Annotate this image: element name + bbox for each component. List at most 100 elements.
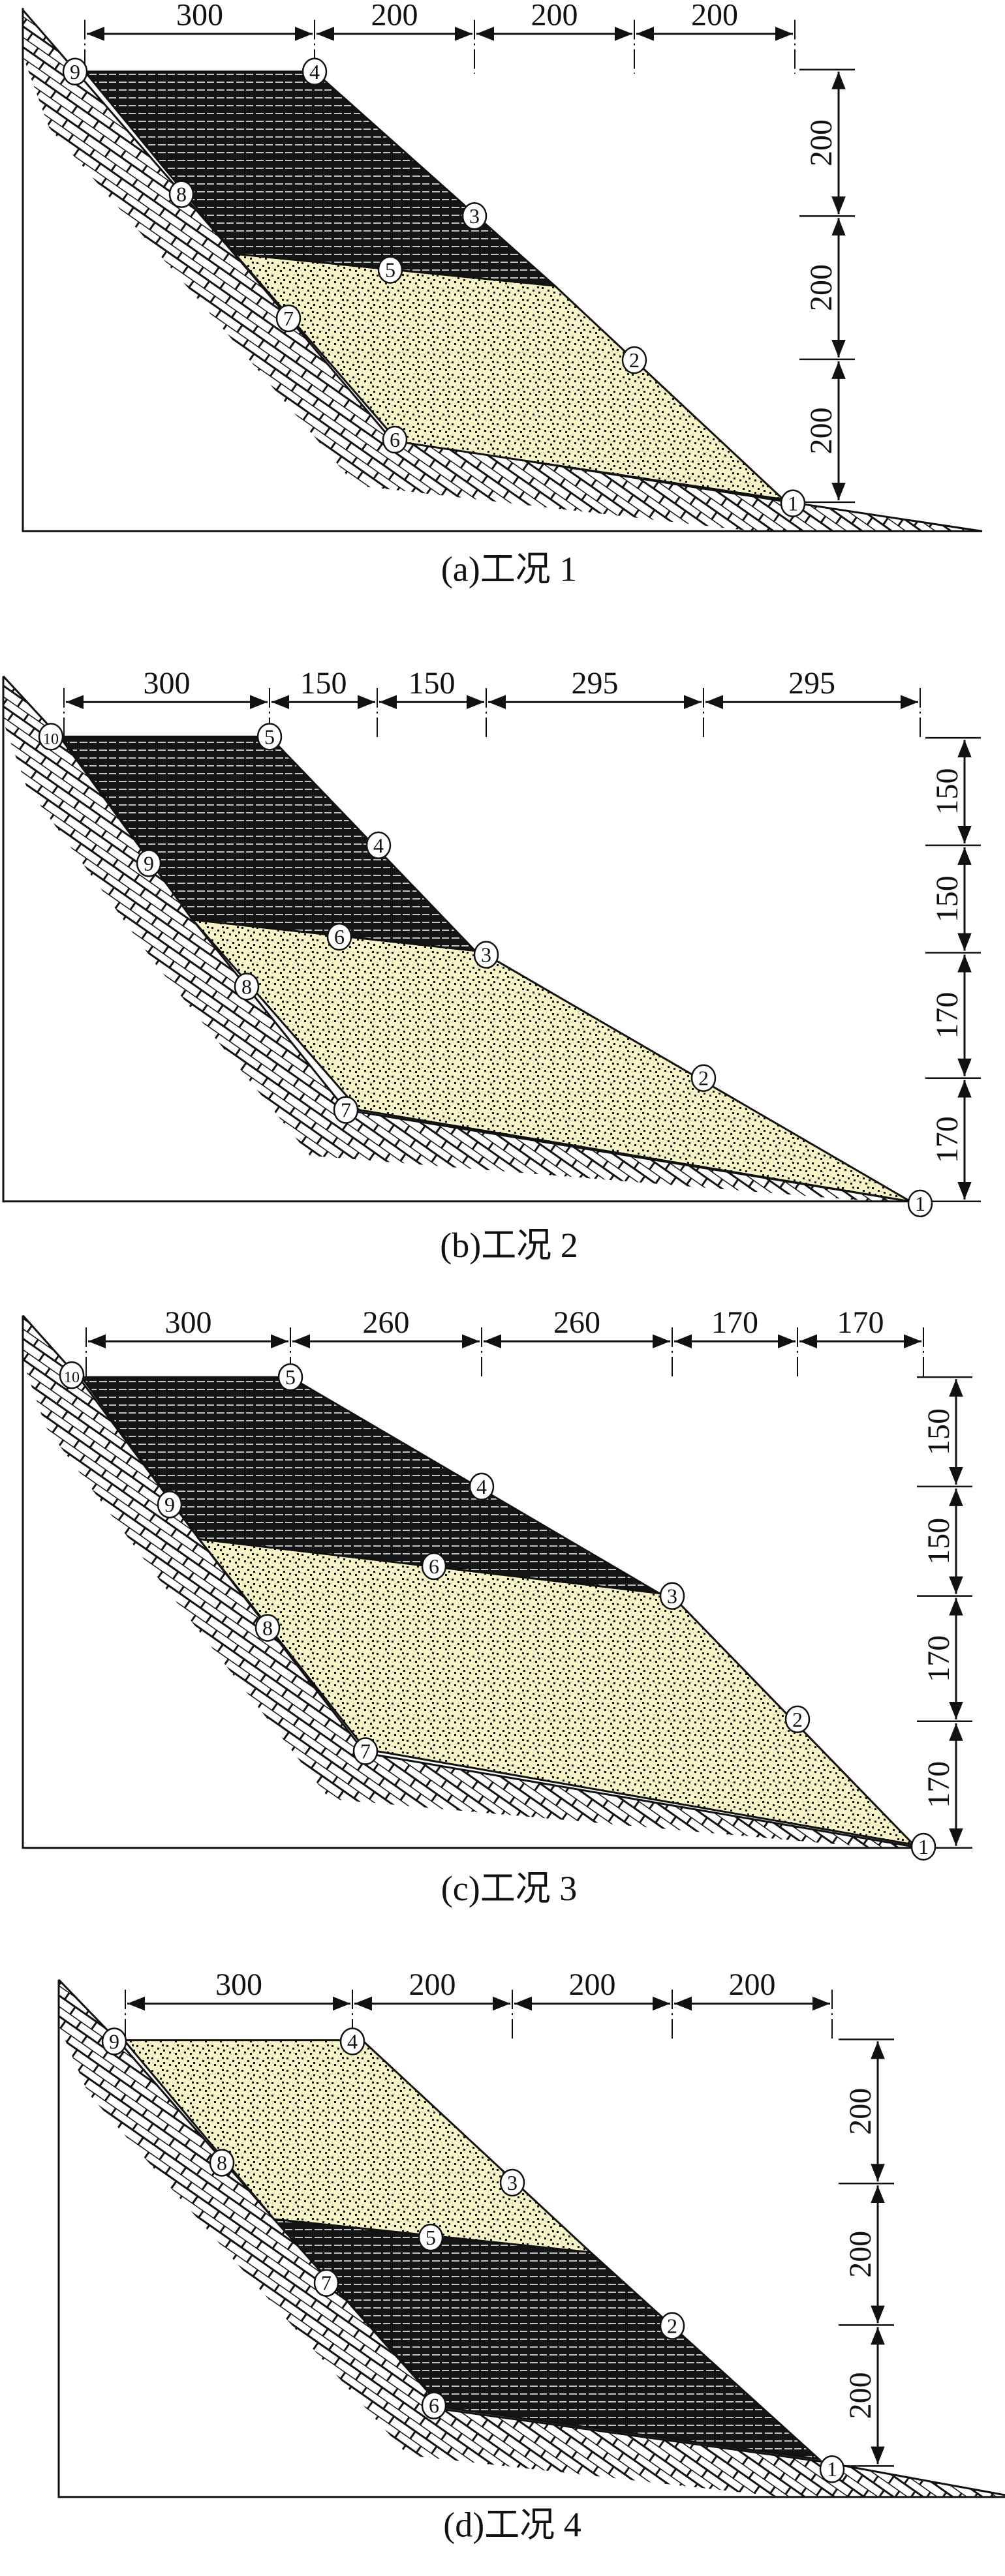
top-dimension-label: 260 [363,1305,410,1340]
node-marker [382,425,408,454]
node-marker [168,180,194,208]
node-marker [234,973,260,1001]
frame-axes [2,676,920,1203]
node-label: 1 [788,492,798,515]
right-dimension-label: 150 [921,1518,956,1565]
node-marker [339,2027,365,2055]
panel-c: 300 260 260 170 170 150 150 170 170 1 2 3 4 5 6 7 8 9 10 (c… [0,1292,1005,1918]
node-label: 2 [698,1067,709,1090]
top-dimension-label: 295 [788,666,835,701]
node-marker [461,202,487,230]
right-dimension-label: 200 [804,119,839,166]
node-label: 5 [264,725,275,748]
node-label: 8 [262,1616,273,1639]
node-marker [690,1064,717,1092]
node-marker [302,57,328,86]
frame-axes [22,1315,923,1849]
top-dimension-label: 200 [729,1967,776,2002]
top-dimension-label: 200 [569,1967,616,2002]
node-marker [101,2027,127,2055]
node-label: 6 [429,1554,439,1578]
node-marker [659,1582,685,1610]
node-marker [275,304,302,333]
top-dimension-label: 300 [176,0,223,32]
node-label: 4 [347,2029,358,2053]
right-dimension-label: 170 [921,1635,956,1682]
node-marker [38,723,64,751]
top-dimension-label: 200 [409,1967,456,2002]
top-dimension-label: 260 [553,1305,600,1340]
node-marker [59,1361,85,1389]
frame-axes [22,8,982,532]
node-label: 10 [64,1369,80,1386]
node-label: 6 [390,428,400,451]
node-label: 4 [476,1475,487,1498]
right-dimension-label: 170 [921,1761,956,1808]
node-label: 3 [507,2171,518,2194]
node-marker [910,1832,936,1861]
node-label: 1 [827,2457,837,2481]
right-dimension-label: 150 [921,1408,956,1455]
node-marker [365,831,392,860]
node-marker [473,941,499,969]
node-label: 4 [373,834,384,857]
node-label: 4 [309,60,320,83]
node-label: 6 [429,2394,439,2417]
top-dimension-label: 200 [531,0,578,32]
node-label: 3 [469,204,480,228]
panel-c-diagram: 300 260 260 170 170 150 150 170 170 1 2 3 4 5 6 7 8 9 10 (c… [22,1305,972,1908]
panel-caption: (a)工况 1 [441,549,577,588]
node-label: 8 [176,183,187,206]
clay-layer [80,1376,660,1594]
node-marker [659,2312,685,2340]
node-marker [377,256,403,284]
panel-caption: (d)工况 4 [443,2506,581,2545]
node-marker [784,1705,811,1733]
node-label: 3 [667,1584,677,1608]
node-label: 7 [321,2271,332,2295]
node-label: 2 [667,2314,677,2338]
node-marker [907,1189,933,1218]
node-marker [499,2168,525,2197]
panel-d-diagram: 300 200 200 200 200 200 200 1 2 3 4 5 6 7 8 9 (d)工况 4 [57,1967,1005,2545]
panel-a: 300 200 200 200 200 200 200 1 2 3 4 5 6 7 8 9 (a)工况 1 [0,0,1005,626]
panel-b: 300 150 150 295 295 150 150 170 170 1 2 3 4 5 6 7 8 9 10 (b… [0,652,1005,1279]
node-marker [326,922,352,951]
node-marker [313,2269,339,2297]
node-label: 5 [385,258,395,282]
frame-axes [57,1979,1005,2498]
panel-caption: (b)工况 2 [440,1226,578,1265]
node-label: 7 [341,1099,351,1122]
panel-b-diagram: 300 150 150 295 295 150 150 170 170 1 2 3 4 5 6 7 8 9 10 (b… [2,666,981,1265]
bedrock-hatch [3,676,910,1202]
node-label: 5 [285,1365,296,1389]
node-label: 9 [144,851,154,875]
top-dimension-label: 170 [837,1305,884,1340]
node-label: 8 [217,2151,227,2175]
node-label: 2 [629,348,640,372]
node-marker [469,1472,495,1501]
node-label: 8 [241,975,252,998]
node-marker [621,346,647,374]
right-dimension-label: 200 [804,264,839,311]
node-marker [819,2455,845,2483]
top-dimension-label: 150 [300,666,347,701]
right-dimension-label: 170 [930,992,965,1039]
node-label: 3 [481,943,491,967]
node-marker [255,1614,281,1642]
node-label: 9 [164,1493,175,1516]
top-dimension-label: 300 [215,1967,262,2002]
right-dimension-label: 150 [930,875,965,922]
top-dimension-label: 170 [711,1305,758,1340]
node-label: 7 [283,307,294,330]
clay-layer [271,2218,822,2461]
right-dimension-label: 170 [930,1116,965,1163]
right-dimension-label: 200 [843,2231,878,2278]
right-dimension-label: 150 [930,768,965,815]
panel-d: 300 200 200 200 200 200 200 1 2 3 4 5 6 7 8 9 (d)工况 4 [0,1944,1005,2573]
right-dimension-label: 200 [843,2088,878,2135]
node-label: 9 [109,2029,119,2053]
node-marker [62,57,88,86]
top-dimension-label: 295 [572,666,619,701]
node-label: 2 [792,1708,803,1731]
